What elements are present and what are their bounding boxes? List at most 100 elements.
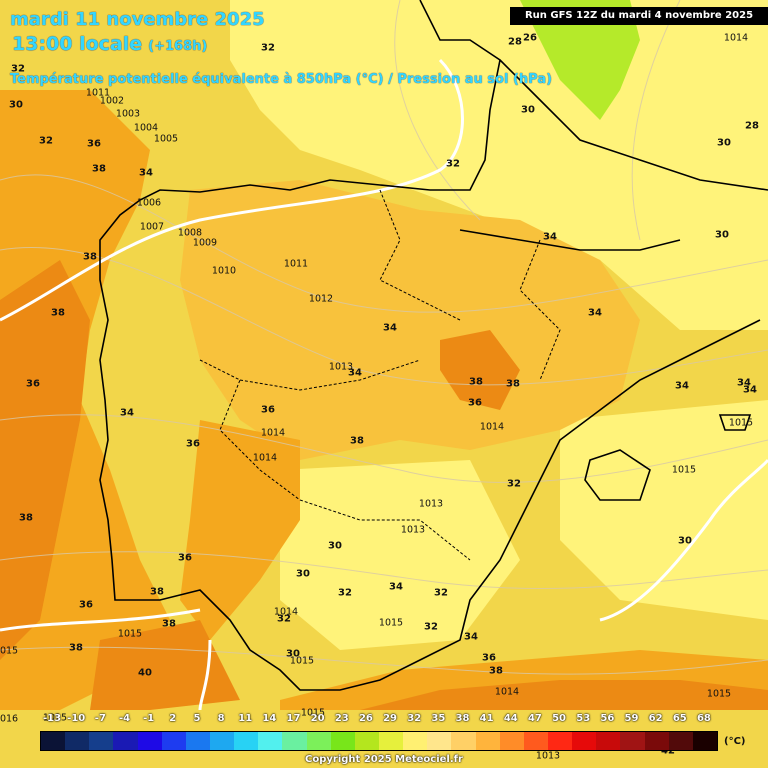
legend-tick-label: 20 bbox=[310, 713, 325, 724]
run-info: Run GFS 12Z du mardi 4 novembre 2025 bbox=[510, 7, 768, 25]
temperature-label: 38 bbox=[469, 376, 483, 388]
pressure-label: 1009 bbox=[192, 237, 218, 249]
legend-tick-label: -10 bbox=[67, 713, 86, 724]
temperature-label: 38 bbox=[92, 163, 106, 175]
temperature-label: 38 bbox=[19, 512, 33, 524]
temperature-label: 36 bbox=[482, 652, 496, 664]
pressure-label: 1003 bbox=[115, 108, 141, 120]
legend-swatch bbox=[692, 732, 717, 750]
legend-swatch bbox=[137, 732, 162, 750]
temperature-label: 30 bbox=[286, 648, 300, 660]
legend-tick-label: -1 bbox=[143, 713, 155, 724]
legend-tick-label: 62 bbox=[648, 713, 663, 724]
legend-swatch bbox=[185, 732, 210, 750]
pressure-label: 1013 bbox=[400, 524, 426, 536]
temperature-label: 36 bbox=[186, 438, 200, 450]
temperature-label: 38 bbox=[162, 618, 176, 630]
copyright-text: Copyright 2025 Meteociel.fr bbox=[305, 754, 463, 765]
temperature-label: 34 bbox=[543, 231, 557, 243]
pressure-label: 1014 bbox=[479, 421, 505, 433]
temperature-label: 34 bbox=[588, 307, 602, 319]
legend-swatch bbox=[644, 732, 669, 750]
pressure-label: 1015 bbox=[671, 464, 697, 476]
temperature-label: 38 bbox=[489, 665, 503, 677]
pressure-label: 1010 bbox=[211, 265, 237, 277]
temperature-label: 32 bbox=[261, 42, 275, 54]
legend-swatch bbox=[282, 732, 307, 750]
pressure-label: 1015 bbox=[42, 712, 68, 724]
legend-swatch bbox=[523, 732, 548, 750]
temperature-label: 32 bbox=[446, 158, 460, 170]
legend-swatch bbox=[89, 732, 114, 750]
legend-color-bar bbox=[40, 731, 718, 751]
pressure-label: 1007 bbox=[139, 221, 165, 233]
pressure-label: 1015 bbox=[117, 628, 143, 640]
temperature-label: 38 bbox=[69, 642, 83, 654]
pressure-label: 1013 bbox=[328, 361, 354, 373]
legend-tick-label: 56 bbox=[600, 713, 615, 724]
forecast-date: mardi 11 novembre 2025 bbox=[10, 9, 265, 30]
temperature-label: 28 bbox=[508, 36, 522, 48]
legend-swatch bbox=[378, 732, 404, 750]
pressure-label: 1014 bbox=[723, 32, 749, 44]
legend-tick-label: 14 bbox=[262, 713, 277, 724]
pressure-label: 1015 bbox=[706, 688, 732, 700]
temperature-label: 32 bbox=[434, 587, 448, 599]
legend-tick-label: 8 bbox=[217, 713, 225, 724]
legend-tick-label: 17 bbox=[286, 713, 301, 724]
legend-tick-label: 50 bbox=[552, 713, 567, 724]
temperature-label: 28 bbox=[745, 120, 759, 132]
legend-swatch bbox=[330, 732, 355, 750]
legend-tick-label: 59 bbox=[624, 713, 639, 724]
pressure-label: 1011 bbox=[283, 258, 309, 270]
pressure-label: 1006 bbox=[136, 197, 162, 209]
temperature-label: 34 bbox=[675, 380, 689, 392]
pressure-label: 1015 bbox=[378, 617, 404, 629]
temperature-label: 30 bbox=[521, 104, 535, 116]
legend-tick-label: 23 bbox=[334, 713, 349, 724]
pressure-label: 1015 bbox=[728, 417, 754, 429]
temperature-label: 38 bbox=[150, 586, 164, 598]
map-subtitle: Température potentielle équivalente à 85… bbox=[10, 72, 553, 87]
legend-tick-label: -7 bbox=[94, 713, 106, 724]
legend-swatch bbox=[258, 732, 283, 750]
legend-tick-label: 53 bbox=[576, 713, 591, 724]
pressure-label: 1013 bbox=[535, 750, 561, 762]
pressure-label: 1014 bbox=[252, 452, 278, 464]
legend-swatch bbox=[451, 732, 476, 750]
legend-tick-label: 32 bbox=[407, 713, 422, 724]
legend-swatch bbox=[475, 732, 500, 750]
legend-tick-label: -4 bbox=[118, 713, 131, 724]
pressure-label: 1015 bbox=[0, 645, 19, 657]
legend-swatch bbox=[547, 732, 573, 750]
legend-tick-label: 38 bbox=[455, 713, 470, 724]
forecast-time-text: 13:00 locale bbox=[12, 33, 143, 55]
legend-swatch bbox=[499, 732, 524, 750]
pressure-label: 1002 bbox=[99, 95, 125, 107]
legend-swatch bbox=[354, 732, 379, 750]
pressure-label: 1015 bbox=[300, 707, 326, 719]
temperature-label: 34 bbox=[383, 322, 397, 334]
legend-swatch bbox=[161, 732, 186, 750]
temperature-label: 38 bbox=[51, 307, 65, 319]
legend-swatch bbox=[113, 732, 138, 750]
temperature-label: 30 bbox=[678, 535, 692, 547]
forecast-lead: (+168h) bbox=[148, 39, 208, 54]
legend-tick-label: 44 bbox=[503, 713, 518, 724]
pressure-label: 1014 bbox=[260, 427, 286, 439]
pressure-label: 1015 bbox=[289, 655, 315, 667]
legend-tick-label: 29 bbox=[383, 713, 398, 724]
temperature-label: 34 bbox=[737, 377, 751, 389]
temperature-label: 36 bbox=[87, 138, 101, 150]
temperature-label: 34 bbox=[120, 407, 134, 419]
legend-swatch bbox=[668, 732, 693, 750]
legend-swatch bbox=[306, 732, 331, 750]
temperature-label: 30 bbox=[717, 137, 731, 149]
legend-tick-label: 68 bbox=[696, 713, 711, 724]
pressure-label: 1008 bbox=[177, 227, 203, 239]
legend-tick-label: 11 bbox=[238, 713, 253, 724]
legend-swatch bbox=[403, 732, 428, 750]
legend-unit: (°C) bbox=[724, 736, 746, 747]
